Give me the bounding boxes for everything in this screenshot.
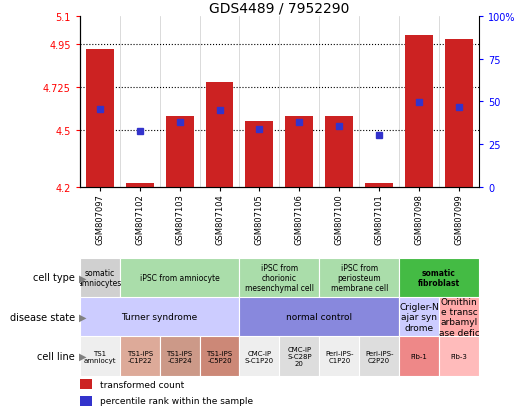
Bar <box>399 258 479 297</box>
Bar <box>439 337 479 376</box>
Text: Turner syndrome: Turner syndrome <box>122 313 198 321</box>
Text: cell type: cell type <box>33 273 75 283</box>
Bar <box>319 337 359 376</box>
Bar <box>239 297 399 337</box>
Bar <box>119 258 239 297</box>
Text: ▶: ▶ <box>79 273 87 283</box>
Text: TS1-iPS
-C3P24: TS1-iPS -C3P24 <box>166 350 193 363</box>
Text: iPSC from
periosteum
membrane cell: iPSC from periosteum membrane cell <box>331 263 388 292</box>
Bar <box>239 258 319 297</box>
Text: TS1-iPS
-C5P20: TS1-iPS -C5P20 <box>207 350 233 363</box>
Text: Crigler-N
ajar syn
drome: Crigler-N ajar syn drome <box>399 302 439 332</box>
Bar <box>439 297 479 337</box>
Bar <box>80 396 93 406</box>
Text: percentile rank within the sample: percentile rank within the sample <box>100 396 253 405</box>
Text: transformed count: transformed count <box>100 380 184 389</box>
Title: GDS4489 / 7952290: GDS4489 / 7952290 <box>209 1 350 15</box>
Bar <box>399 337 439 376</box>
Bar <box>200 337 239 376</box>
Text: CMC-iP
S-C1P20: CMC-iP S-C1P20 <box>245 350 274 363</box>
Text: TS1-iPS
-C1P22: TS1-iPS -C1P22 <box>127 350 153 363</box>
Bar <box>405 36 433 188</box>
Bar <box>445 40 473 188</box>
Bar <box>365 183 393 188</box>
Text: Ornithin
e transc
arbamyl
ase defic: Ornithin e transc arbamyl ase defic <box>439 297 479 337</box>
Bar <box>285 116 313 188</box>
Bar <box>86 50 114 188</box>
Text: ▶: ▶ <box>79 312 87 322</box>
Bar <box>325 116 353 188</box>
Text: iPSC from
chorionic
mesenchymal cell: iPSC from chorionic mesenchymal cell <box>245 263 314 292</box>
Text: Fib-3: Fib-3 <box>451 353 468 359</box>
Text: Peri-iPS-
C2P20: Peri-iPS- C2P20 <box>365 350 393 363</box>
Text: Peri-iPS-
C1P20: Peri-iPS- C1P20 <box>325 350 353 363</box>
Text: iPSC from amniocyte: iPSC from amniocyte <box>140 273 219 282</box>
Bar <box>119 337 160 376</box>
Text: ▶: ▶ <box>79 351 87 361</box>
Bar <box>80 258 119 297</box>
Bar <box>359 337 399 376</box>
Bar <box>246 121 273 188</box>
Text: cell line: cell line <box>37 351 75 361</box>
Bar <box>319 258 399 297</box>
Text: normal control: normal control <box>286 313 352 321</box>
Text: TS1
amniocyt: TS1 amniocyt <box>83 350 116 363</box>
Bar <box>126 183 153 188</box>
Bar <box>279 337 319 376</box>
Bar <box>80 337 119 376</box>
Bar <box>239 337 280 376</box>
Bar <box>205 83 233 188</box>
Bar <box>160 337 200 376</box>
Bar <box>80 297 239 337</box>
Bar <box>166 116 194 188</box>
Text: somatic
fibroblast: somatic fibroblast <box>418 268 460 287</box>
Bar <box>399 297 439 337</box>
Text: somatic
amniocytes: somatic amniocytes <box>78 268 122 287</box>
Text: disease state: disease state <box>10 312 75 322</box>
Bar <box>80 379 93 389</box>
Text: Fib-1: Fib-1 <box>410 353 427 359</box>
Text: CMC-iP
S-C28P
20: CMC-iP S-C28P 20 <box>287 346 312 366</box>
